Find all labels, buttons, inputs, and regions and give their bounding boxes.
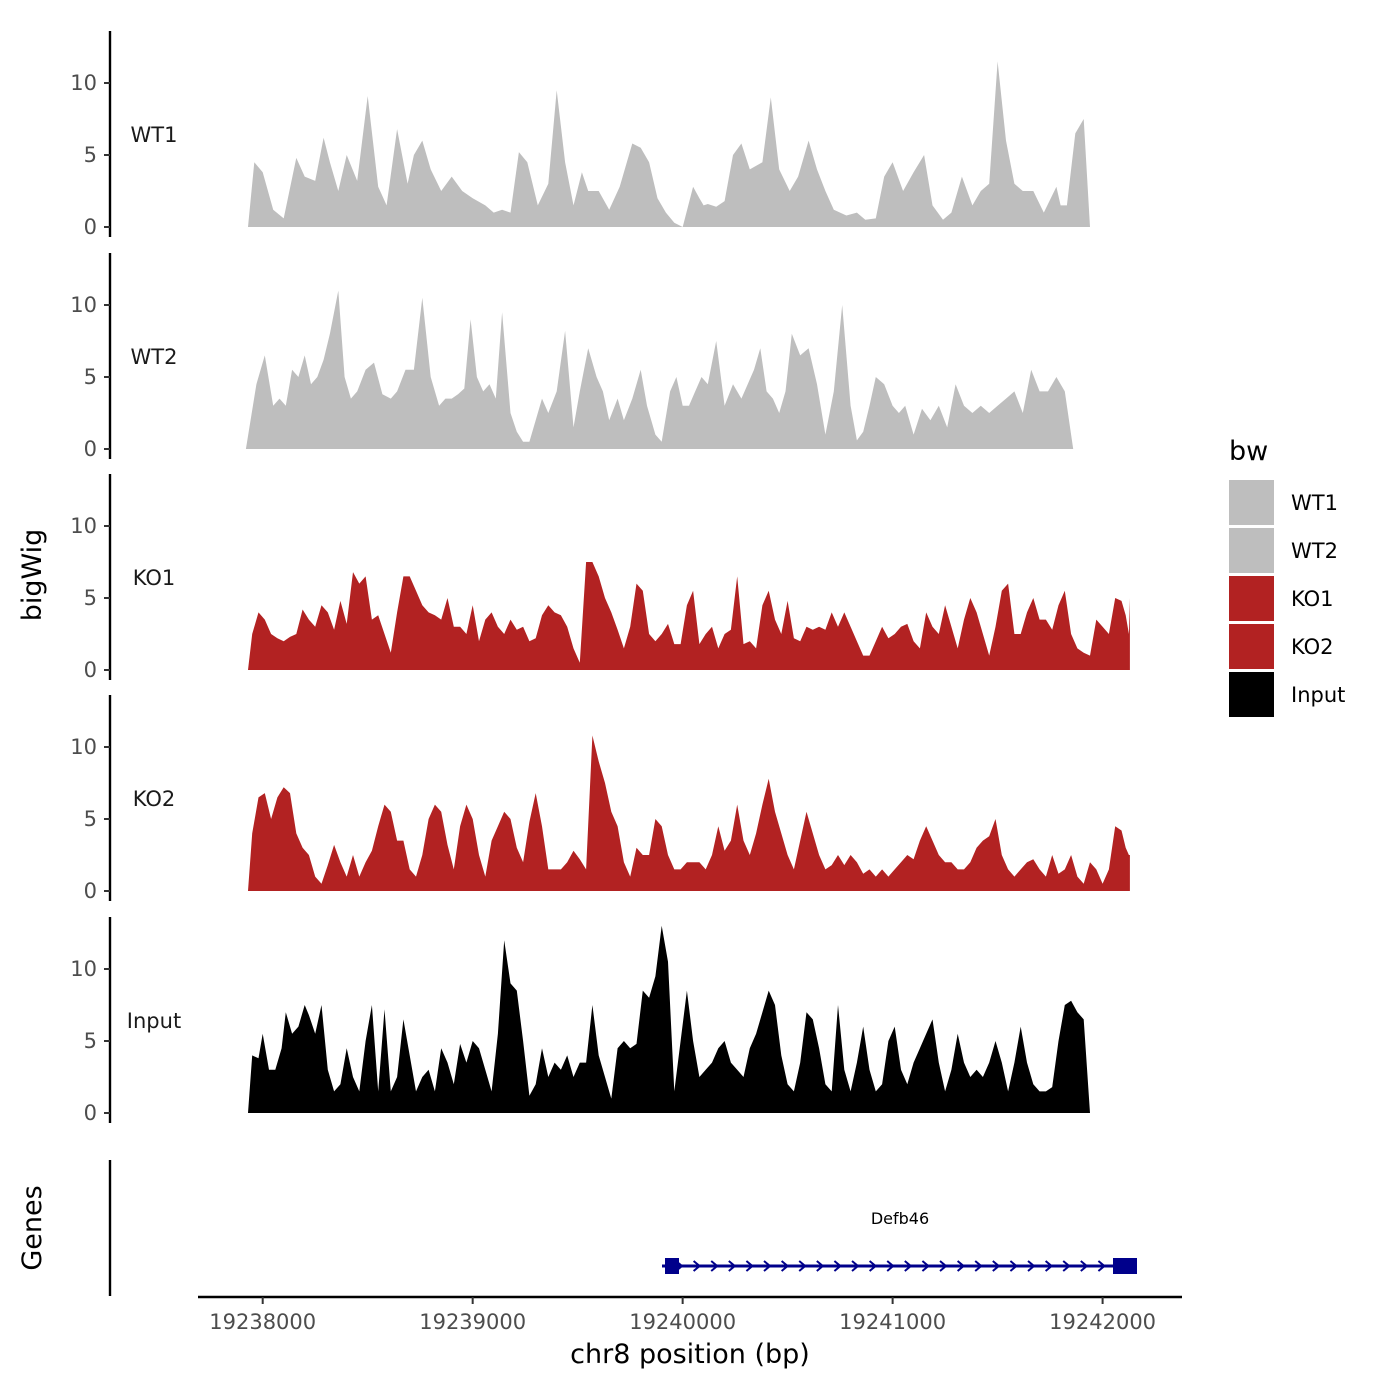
strand-arrow-icon	[1027, 1260, 1036, 1272]
track-label-wt1: WT1	[131, 123, 178, 147]
strand-arrow-icon	[868, 1260, 878, 1272]
x-tick-label: 19238000	[209, 1310, 316, 1334]
y-tick-label: 10	[70, 514, 97, 538]
legend-label-input: Input	[1291, 683, 1345, 707]
gene-label-defb46: Defb46	[871, 1209, 929, 1228]
y-tick-label: 5	[84, 143, 97, 167]
x-axis: 19238000 19239000 19240000 19241000 19242000	[198, 1295, 1182, 1334]
legend-swatch-ko1	[1229, 576, 1274, 621]
strand-arrow-icon	[992, 1260, 1001, 1272]
x-axis-title: chr8 position (bp)	[570, 1339, 810, 1370]
y-tick-label: 0	[84, 437, 97, 461]
signal-area-ko1	[248, 562, 1130, 670]
strand-arrow-icon	[745, 1260, 754, 1272]
track-input: 0 5 10 Input	[70, 917, 1116, 1125]
y-axis-title-signal: bigWig	[17, 529, 48, 622]
legend-swatch-wt1	[1229, 480, 1274, 525]
y-tick-label: 0	[84, 658, 97, 682]
legend-swatch-input	[1229, 672, 1274, 717]
track-label-wt2: WT2	[131, 345, 178, 369]
strand-arrow-icon	[956, 1260, 966, 1272]
strand-arrow-icon	[921, 1260, 930, 1272]
y-tick-label: 10	[70, 957, 97, 981]
track-label-ko1: KO1	[133, 566, 176, 590]
strand-arrow-icon	[939, 1260, 948, 1272]
y-tick-label: 10	[70, 293, 97, 317]
legend-label-wt1: WT1	[1291, 491, 1338, 515]
track-label-input: Input	[127, 1009, 181, 1033]
y-tick-label: 0	[84, 1101, 97, 1125]
signal-area-input	[248, 925, 1116, 1113]
gene-track: Defb46	[108, 1160, 1137, 1296]
strand-arrow-icon	[833, 1260, 842, 1272]
strand-arrow-icon	[1080, 1260, 1089, 1272]
y-tick-label: 5	[84, 365, 97, 389]
y-axis-title-genes: Genes	[17, 1185, 48, 1270]
gene-exon-2	[1113, 1258, 1137, 1274]
legend-label-wt2: WT2	[1291, 539, 1338, 563]
signal-tracks: 0 5 10 WT1 0 5 10 WT2 0 5 10 KO1 0 5 10 KO2 0 5 10 Input	[70, 31, 1133, 1125]
legend-swatch-wt2	[1229, 528, 1274, 573]
strand-arrow-icon	[1009, 1260, 1018, 1272]
y-tick-label: 0	[84, 215, 97, 239]
strand-arrow-icon	[816, 1260, 825, 1272]
signal-area-wt1	[248, 61, 1132, 228]
y-tick-label: 10	[70, 735, 97, 759]
strand-arrow-icon	[1097, 1260, 1106, 1272]
track-ko2: 0 5 10 KO2	[70, 695, 1130, 903]
y-tick-label: 5	[84, 807, 97, 831]
gene-exon-1	[665, 1258, 679, 1274]
legend-swatch-ko2	[1229, 624, 1274, 669]
strand-arrow-icon	[1044, 1260, 1054, 1272]
legend-title: bw	[1229, 436, 1268, 467]
x-tick-label: 19239000	[419, 1310, 526, 1334]
track-ko1: 0 5 10 KO1	[70, 474, 1130, 682]
y-tick-label: 5	[84, 1029, 97, 1053]
strand-arrow-icon	[798, 1260, 807, 1272]
x-tick-label: 19242000	[1049, 1310, 1156, 1334]
track-label-ko2: KO2	[133, 787, 176, 811]
strand-arrow-icon	[728, 1260, 737, 1272]
strand-arrow-icon	[1062, 1260, 1071, 1272]
x-tick-label: 19241000	[839, 1310, 946, 1334]
legend: bw WT1 WT2 KO1 KO2 Input	[1229, 436, 1345, 717]
track-wt2: 0 5 10 WT2	[70, 253, 1133, 461]
strand-arrow-icon	[763, 1260, 772, 1272]
y-tick-label: 5	[84, 586, 97, 610]
strand-arrow-icon	[851, 1260, 860, 1272]
legend-label-ko2: KO2	[1291, 635, 1334, 659]
signal-area-ko2	[248, 735, 1130, 891]
y-tick-label: 0	[84, 879, 97, 903]
strand-arrow-icon	[692, 1260, 702, 1272]
x-tick-label: 19240000	[629, 1310, 736, 1334]
legend-label-ko1: KO1	[1291, 587, 1334, 611]
strand-arrow-icon	[886, 1260, 895, 1272]
track-wt1: 0 5 10 WT1	[70, 31, 1132, 239]
strand-arrow-icon	[780, 1260, 790, 1272]
y-tick-label: 10	[70, 71, 97, 95]
strand-arrow-icon	[904, 1260, 913, 1272]
strand-arrow-icon	[710, 1260, 719, 1272]
strand-arrow-icon	[974, 1260, 983, 1272]
signal-area-wt2	[245, 290, 1133, 449]
